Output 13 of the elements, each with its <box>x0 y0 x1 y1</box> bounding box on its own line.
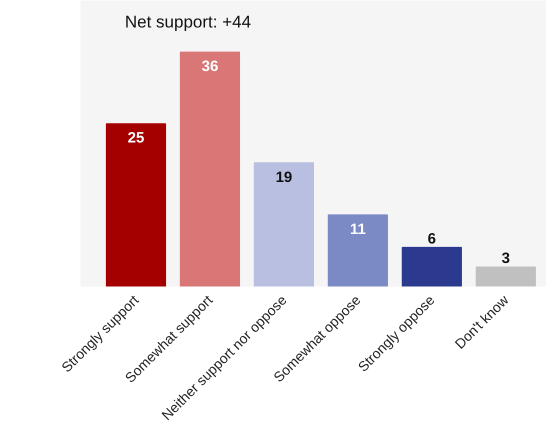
bar <box>106 123 166 286</box>
data-label: 19 <box>276 168 292 186</box>
bar <box>328 214 388 286</box>
data-label: 36 <box>202 58 218 76</box>
text: Net support: +44 <box>124 12 252 32</box>
bar <box>254 162 314 286</box>
data-label: 11 <box>350 220 366 238</box>
bar <box>476 266 536 286</box>
bar <box>180 52 240 286</box>
data-label: 6 <box>428 230 436 248</box>
data-label: 3 <box>502 250 510 267</box>
data-label: 25 <box>128 130 144 147</box>
bar <box>402 246 462 286</box>
